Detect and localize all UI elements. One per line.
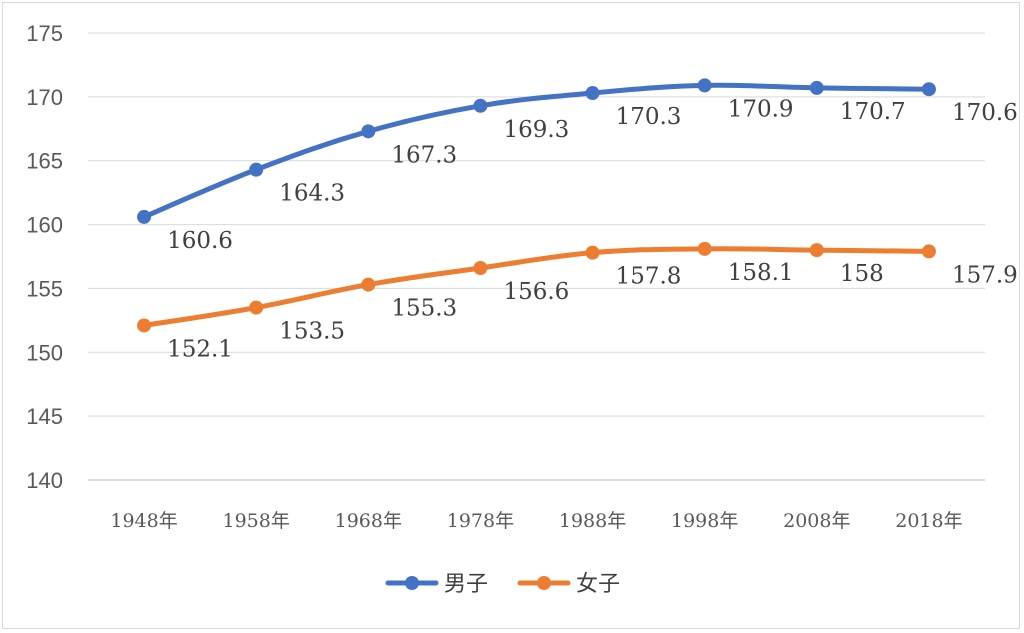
data-point [809,243,824,258]
data-label: 157.8 [616,264,682,290]
legend-swatch-marker [537,576,551,590]
data-label: 170.9 [728,96,794,122]
data-label: 164.3 [279,181,345,207]
data-label: 170.7 [840,99,906,125]
data-point [473,98,488,113]
data-label: 157.9 [952,262,1018,288]
gridlines [88,32,985,481]
data-point [361,277,376,292]
data-point [249,300,264,315]
data-label: 170.6 [952,100,1018,126]
x-tick-label: 2008年 [783,510,850,532]
legend-swatch-marker [405,576,419,590]
x-tick-label: 2018年 [895,510,962,532]
x-tick-label: 1948年 [110,510,177,532]
y-tick-label: 140 [26,468,63,493]
data-point [921,244,936,259]
data-point [585,245,600,260]
data-label: 152.1 [167,336,233,362]
data-label: 170.3 [616,104,682,130]
y-tick-label: 145 [26,404,63,429]
data-label: 156.6 [503,279,569,305]
legend-label: 女子 [576,572,620,597]
data-label: 167.3 [391,142,457,168]
y-tick-label: 160 [26,213,63,238]
x-axis-ticks: 1948年 1958年 1968年 1978年 1988年 1998年 2008年 2018年 [110,510,962,532]
y-tick-label: 165 [26,149,63,174]
data-labels: 160.6 164.3 167.3 169.3 170.3 170.9 170.7 170.6… [167,96,1018,362]
series-line-1 [141,82,932,220]
data-point [585,86,600,101]
x-tick-label: 1978年 [447,510,514,532]
legend: 男子 女子 [385,572,620,597]
data-point [137,209,152,224]
data-point [697,241,712,256]
data-label: 155.3 [391,296,457,322]
data-point [249,162,264,177]
y-tick-label: 170 [26,85,63,110]
data-label: 158.1 [728,260,794,286]
data-point [137,318,152,333]
legend-label: 男子 [444,572,488,597]
x-tick-label: 1968年 [335,510,402,532]
y-tick-label: 150 [26,340,63,365]
data-label: 160.6 [167,228,233,254]
x-tick-label: 1988年 [559,510,626,532]
data-point [697,78,712,93]
series-lines [137,78,936,333]
y-tick-label: 155 [26,276,63,301]
series-line-2 [141,246,932,328]
data-point [921,82,936,97]
data-point [361,124,376,139]
y-tick-label: 175 [26,21,63,46]
x-tick-label: 1958年 [223,510,290,532]
data-point [473,260,488,275]
data-label: 158 [840,261,884,287]
data-label: 153.5 [279,319,345,345]
x-tick-label: 1998年 [671,510,738,532]
y-axis-ticks: 140 145 150 155 160 165 170 175 [26,21,63,493]
data-label: 169.3 [503,117,569,143]
data-point [809,80,824,95]
